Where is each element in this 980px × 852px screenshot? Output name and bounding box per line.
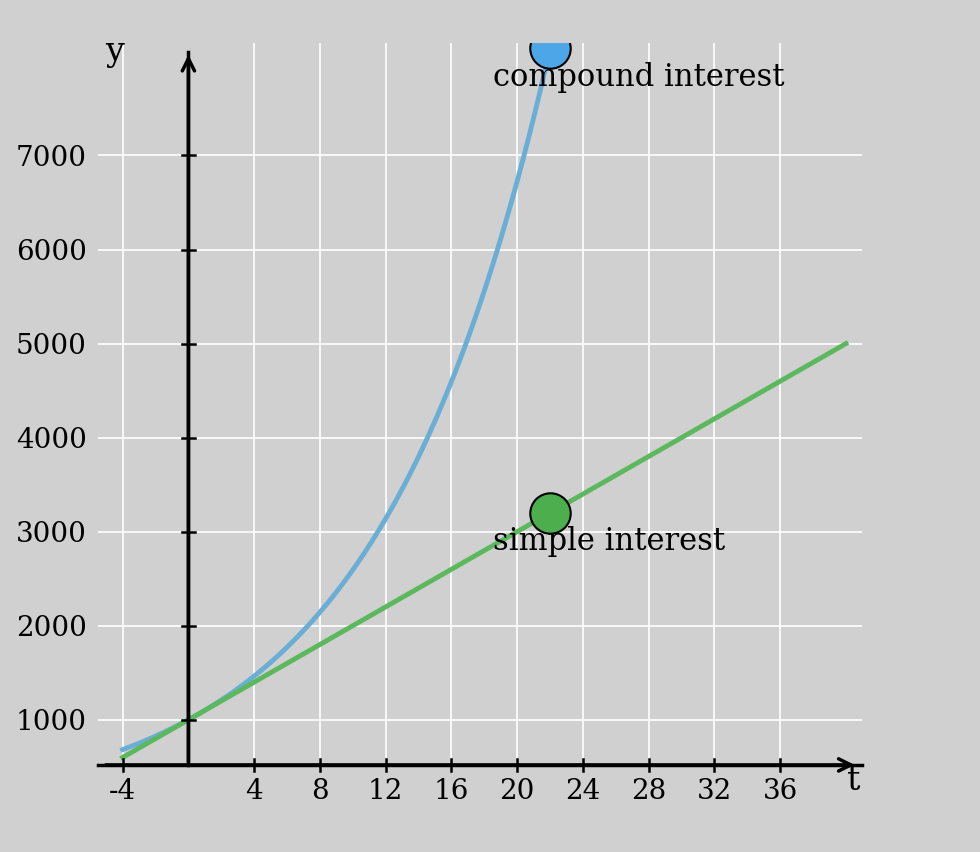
Point [542, 42, 558, 55]
Point [542, 506, 558, 520]
Text: compound interest: compound interest [493, 62, 784, 93]
Text: t: t [848, 765, 861, 797]
Text: simple interest: simple interest [493, 527, 724, 557]
Text: y: y [105, 36, 123, 68]
